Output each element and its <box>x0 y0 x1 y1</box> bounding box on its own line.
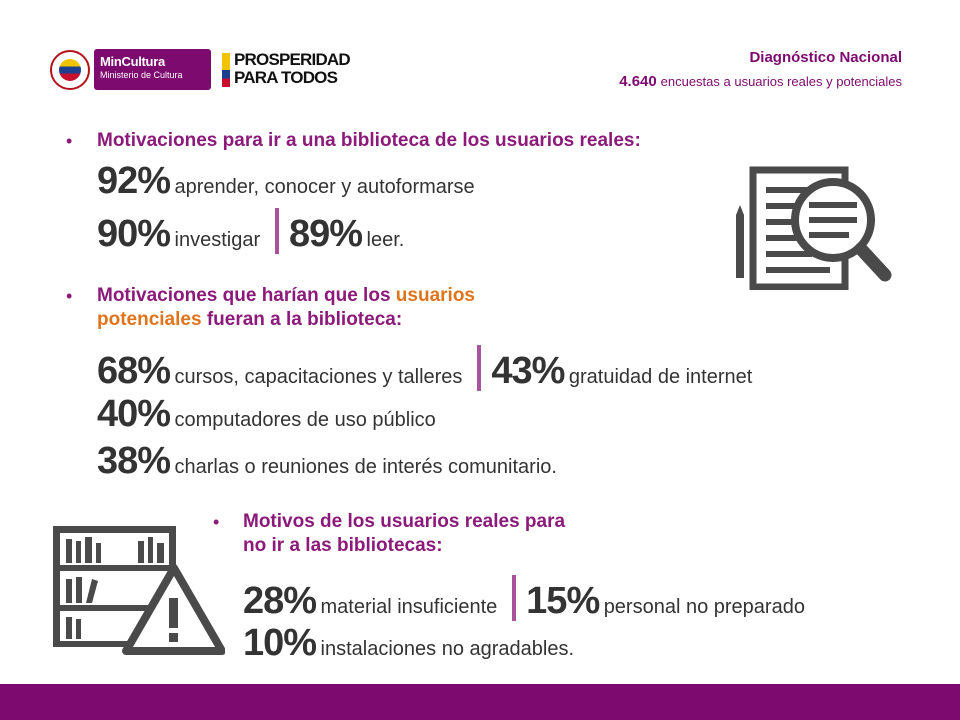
section2-heading-part3: potenciales <box>97 309 202 330</box>
stat-row: 90% investigar 89% leer. <box>97 208 404 256</box>
bullet-dot: • <box>66 286 73 306</box>
mincultura-logo-subtitle: Ministerio de Cultura <box>100 70 183 80</box>
prosperidad-line1: PROSPERIDAD <box>234 50 351 69</box>
section2-heading-part1: Motivaciones que harían que los <box>97 285 391 306</box>
stat-percent: 43% <box>491 350 565 392</box>
stat-row: 40% computadores de uso público <box>97 393 436 436</box>
section1-heading: Motivaciones para ir a una biblioteca de… <box>97 130 641 151</box>
stat-label: instalaciones no agradables. <box>320 638 575 660</box>
document-magnifier-icon <box>736 166 892 290</box>
bookshelf-warning-icon <box>53 526 225 655</box>
stat-percent: 28% <box>243 580 317 622</box>
stat-label: personal no preparado <box>603 596 805 618</box>
stat-label: leer. <box>366 229 405 251</box>
header-title: Diagnóstico Nacional <box>749 49 902 66</box>
mincultura-logo-title: MinCultura <box>100 54 165 69</box>
stat-label: aprender, conocer y autoformarse <box>174 176 475 198</box>
stat-percent: 40% <box>97 393 171 435</box>
stat-percent: 38% <box>97 440 171 482</box>
survey-count: 4.640 <box>619 73 657 90</box>
prosperidad-line2: PARA TODOS <box>234 68 338 87</box>
colombia-seal-icon <box>50 50 90 90</box>
stat-percent: 89% <box>289 213 363 255</box>
stat-label: computadores de uso público <box>174 409 436 431</box>
stat-percent: 68% <box>97 350 171 392</box>
stat-percent: 15% <box>526 580 600 622</box>
prosperidad-logo: PROSPERIDAD PARA TODOS <box>222 51 362 89</box>
stat-percent: 10% <box>243 622 317 664</box>
section3-heading: Motivos de los usuarios reales para no i… <box>243 510 565 558</box>
stat-row: 68% cursos, capacitaciones y talleres 43… <box>97 345 752 393</box>
stat-row: 10% instalaciones no agradables. <box>243 622 574 665</box>
stat-label: charlas o reuniones de interés comunitar… <box>174 456 557 478</box>
stat-label: cursos, capacitaciones y talleres <box>174 366 463 388</box>
stat-row: 38% charlas o reuniones de interés comun… <box>97 440 557 483</box>
footer-band <box>0 684 960 720</box>
mincultura-logo: MinCultura Ministerio de Cultura <box>94 49 211 90</box>
bullet-dot: • <box>66 131 73 151</box>
section3-heading-line1: Motivos de los usuarios reales para <box>243 511 566 532</box>
stat-percent: 92% <box>97 160 171 202</box>
divider <box>511 575 516 621</box>
divider <box>274 208 279 254</box>
section2-heading: Motivaciones que harían que los usuarios… <box>97 284 475 332</box>
survey-description: encuestas a usuarios reales y potenciale… <box>660 74 902 89</box>
section2-heading-part4: fueran a la biblioteca: <box>206 309 403 330</box>
stat-label: investigar <box>174 229 261 251</box>
stat-label: gratuidad de internet <box>568 366 753 388</box>
divider <box>476 345 481 391</box>
stat-label: material insuficiente <box>320 596 498 618</box>
section3-heading-line2: no ir a las bibliotecas: <box>243 535 443 556</box>
stat-row: 28% material insuficiente 15% personal n… <box>243 575 805 623</box>
header-subtitle: 4.640 encuestas a usuarios reales y pote… <box>619 73 902 90</box>
bullet-dot: • <box>213 512 220 532</box>
stat-percent: 90% <box>97 213 171 255</box>
section2-heading-part2: usuarios <box>395 285 475 306</box>
stat-row: 92% aprender, conocer y autoformarse <box>97 160 475 203</box>
